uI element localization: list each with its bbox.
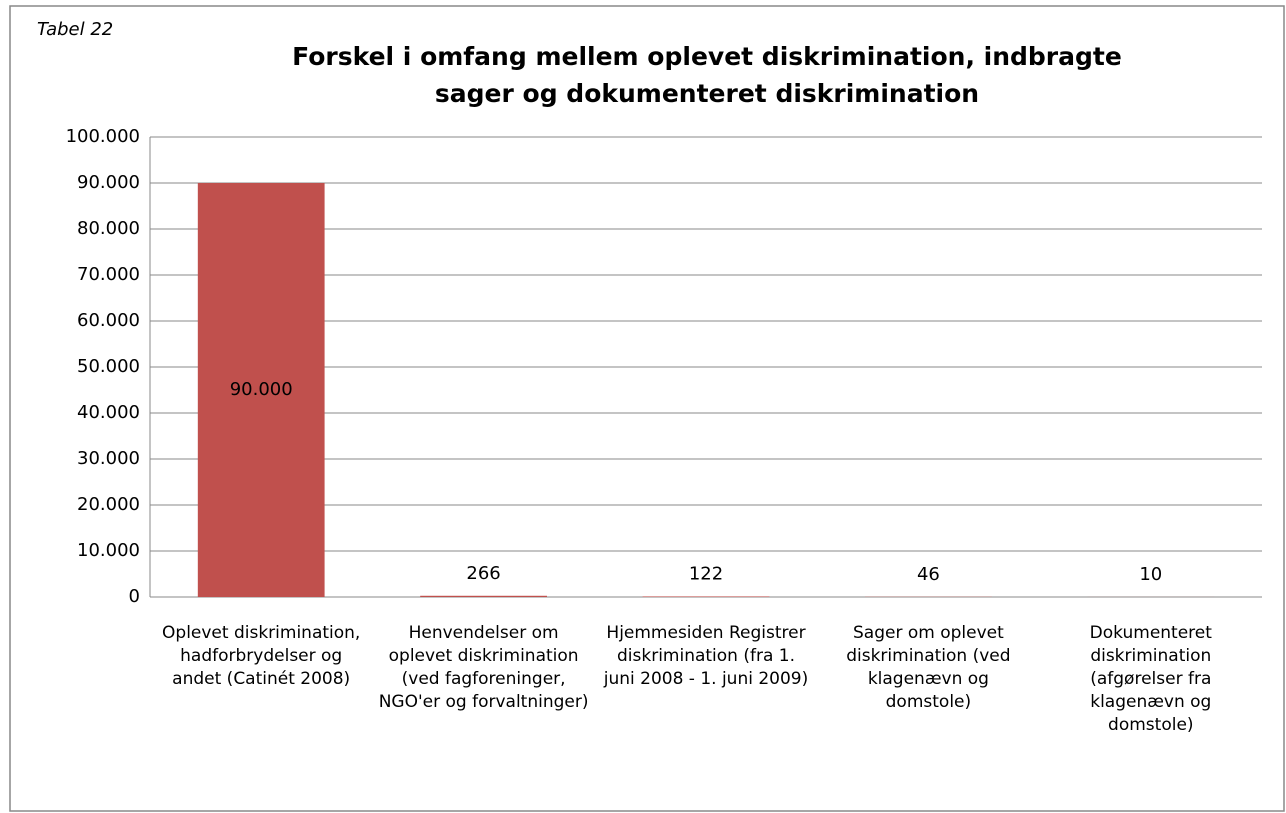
x-tick-label: Hjemmesiden Registrer diskrimination (fr… [603,623,809,689]
bar [197,183,325,597]
y-tick-label: 20.000 [77,494,140,515]
x-tick-label: Henvendelser om oplevet diskrimination (… [378,623,589,712]
y-tick-label: 80.000 [77,218,140,239]
y-tick-label: 60.000 [77,310,140,331]
y-tick-label: 10.000 [77,540,140,561]
value-label: 90.000 [230,379,293,400]
y-tick-label: 50.000 [77,356,140,377]
value-label: 10 [1139,564,1162,585]
y-tick-label: 90.000 [77,172,140,193]
chart-title: Forskel i omfang mellem oplevet diskrimi… [292,42,1122,108]
value-label: 46 [917,564,940,585]
x-tick-label: Dokumenteret diskrimination (afgørelser … [1089,623,1212,735]
y-tick-label: 70.000 [77,264,140,285]
y-tick-label: 40.000 [77,402,140,423]
x-tick-label: Oplevet diskrimination, hadforbrydelser … [162,623,361,689]
y-tick-label: 0 [129,586,140,607]
value-label: 266 [466,563,500,584]
y-tick-label: 100.000 [66,126,140,147]
value-label: 122 [689,563,723,584]
y-tick-label: 30.000 [77,448,140,469]
x-tick-label: Sager om oplevet diskrimination (ved kla… [846,623,1011,712]
bar [420,595,547,597]
annotation: Tabel 22 [37,19,113,40]
bar [642,596,770,597]
